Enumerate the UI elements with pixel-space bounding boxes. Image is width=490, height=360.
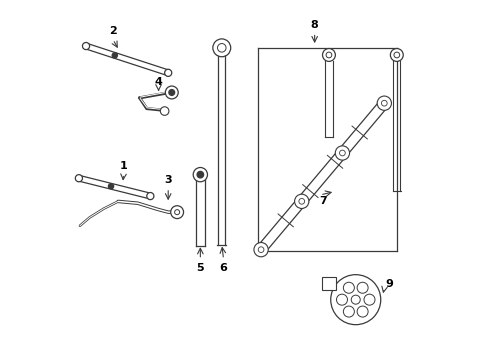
- Circle shape: [171, 206, 184, 219]
- Circle shape: [357, 282, 368, 293]
- Circle shape: [337, 294, 347, 305]
- Ellipse shape: [165, 69, 172, 76]
- Circle shape: [299, 198, 305, 204]
- Circle shape: [377, 96, 392, 111]
- Text: 1: 1: [120, 161, 127, 171]
- Ellipse shape: [147, 193, 154, 200]
- FancyBboxPatch shape: [322, 277, 336, 290]
- Circle shape: [112, 53, 118, 58]
- Circle shape: [218, 44, 226, 52]
- Circle shape: [331, 275, 381, 325]
- Text: 9: 9: [386, 279, 393, 289]
- Ellipse shape: [75, 175, 82, 182]
- Circle shape: [343, 306, 354, 317]
- Text: 5: 5: [196, 262, 204, 273]
- Circle shape: [357, 306, 368, 317]
- Circle shape: [322, 49, 335, 62]
- Text: 2: 2: [109, 26, 117, 36]
- Ellipse shape: [82, 42, 90, 50]
- Circle shape: [165, 86, 178, 99]
- Circle shape: [381, 100, 387, 106]
- Text: 7: 7: [319, 197, 327, 206]
- Circle shape: [364, 294, 375, 305]
- Circle shape: [108, 184, 114, 189]
- Circle shape: [351, 295, 360, 304]
- Circle shape: [391, 49, 403, 62]
- Circle shape: [326, 52, 332, 58]
- Circle shape: [340, 150, 345, 156]
- Circle shape: [160, 107, 169, 115]
- Text: 3: 3: [164, 175, 172, 185]
- Circle shape: [258, 247, 264, 252]
- Circle shape: [394, 52, 400, 58]
- Circle shape: [174, 210, 180, 215]
- Text: 4: 4: [155, 77, 163, 87]
- Text: 6: 6: [220, 262, 227, 273]
- Circle shape: [254, 243, 268, 257]
- Text: 8: 8: [311, 19, 319, 30]
- Circle shape: [197, 171, 203, 178]
- Circle shape: [213, 39, 231, 57]
- Circle shape: [335, 146, 349, 160]
- Circle shape: [294, 194, 309, 208]
- Circle shape: [193, 167, 207, 182]
- Circle shape: [169, 90, 174, 95]
- Circle shape: [343, 282, 354, 293]
